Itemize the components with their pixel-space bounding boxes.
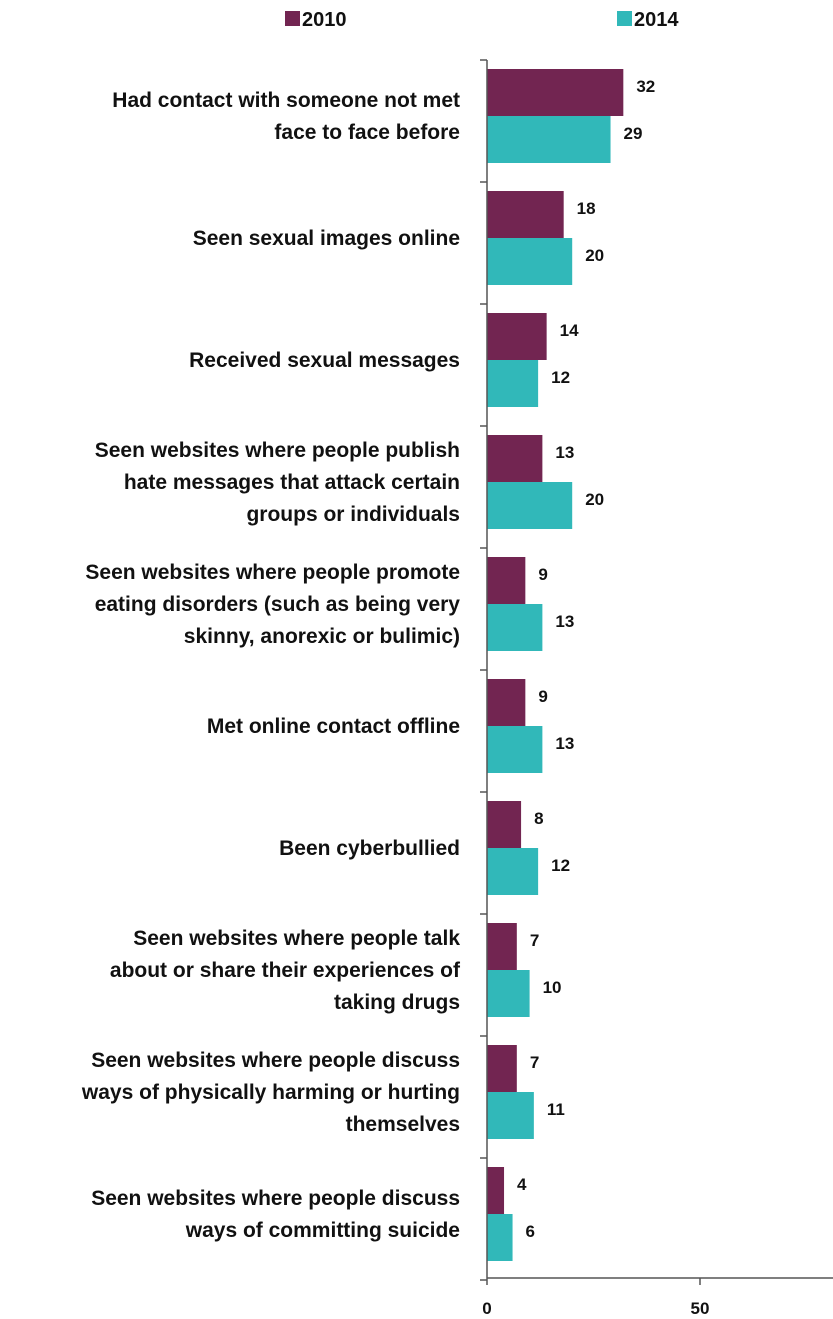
bar-2014: [487, 116, 611, 163]
value-label-2014: 20: [585, 490, 604, 509]
value-label-2014: 12: [551, 856, 570, 875]
bar-2010: [487, 313, 547, 360]
bar-2014: [487, 238, 573, 285]
bar-2014: [487, 604, 543, 651]
legend-label-2014: 2014: [634, 9, 679, 31]
bar-2010: [487, 191, 564, 238]
legend-label-2010: 2010: [302, 9, 347, 31]
bar-2010: [487, 1045, 517, 1092]
bar-2010: [487, 69, 624, 116]
value-label-2010: 13: [555, 443, 574, 462]
category-label: Seen websites where people discuss ways o…: [91, 1187, 460, 1242]
category-label: Seen websites where people talk about or …: [110, 927, 461, 1014]
legend-swatch-2014: [617, 11, 632, 26]
value-label-2014: 6: [526, 1222, 535, 1241]
value-label-2014: 13: [555, 734, 574, 753]
value-label-2010: 18: [577, 199, 596, 218]
bar-2010: [487, 557, 526, 604]
value-label-2014: 13: [555, 612, 574, 631]
bar-2014: [487, 1214, 513, 1261]
value-label-2010: 32: [636, 77, 655, 96]
bar-2010: [487, 801, 522, 848]
value-label-2014: 12: [551, 368, 570, 387]
category-label: Seen websites where people publish hate m…: [95, 439, 460, 526]
category-label: Seen websites where people promote eating…: [85, 561, 460, 648]
bar-2014: [487, 848, 539, 895]
category-label: Met online contact offline: [207, 715, 460, 738]
category-labels: Had contact with someone not met face to …: [81, 89, 461, 1242]
value-label-2014: 20: [585, 246, 604, 265]
category-label: Received sexual messages: [189, 349, 460, 372]
bar-2014: [487, 726, 543, 773]
value-label-2010: 7: [530, 1053, 539, 1072]
value-label-2014: 29: [624, 124, 643, 143]
legend-swatch-2010: [285, 11, 300, 26]
value-label-2010: 9: [538, 687, 547, 706]
bar-2010: [487, 923, 517, 970]
bars: [487, 69, 624, 1261]
value-label-2010: 9: [538, 565, 547, 584]
category-label: Seen websites where people discuss ways o…: [81, 1049, 460, 1136]
value-label-2010: 7: [530, 931, 539, 950]
bar-2014: [487, 970, 530, 1017]
bar-2010: [487, 1167, 505, 1214]
x-tick-label: 0: [482, 1299, 491, 1318]
bar-2014: [487, 360, 539, 407]
value-label-2014: 11: [547, 1100, 565, 1119]
value-label-2010: 14: [560, 321, 579, 340]
category-label: Had contact with someone not met face to …: [112, 89, 460, 144]
legend: 2010 2014: [285, 9, 679, 31]
axes: 0 50: [480, 59, 833, 1318]
category-label: Seen sexual images online: [193, 227, 460, 250]
value-label-2010: 8: [534, 809, 543, 828]
value-label-2014: 10: [543, 978, 562, 997]
bar-2014: [487, 1092, 534, 1139]
value-label-2010: 4: [517, 1175, 527, 1194]
bar-2010: [487, 435, 543, 482]
x-tick-label: 50: [691, 1299, 710, 1318]
bar-2014: [487, 482, 573, 529]
category-label: Been cyberbullied: [279, 837, 460, 860]
bar-2010: [487, 679, 526, 726]
value-labels: 32 29 18 20 14 12 13 20 9 13 9 13 8 12 7 10 7 11 4 6: [517, 77, 655, 1241]
